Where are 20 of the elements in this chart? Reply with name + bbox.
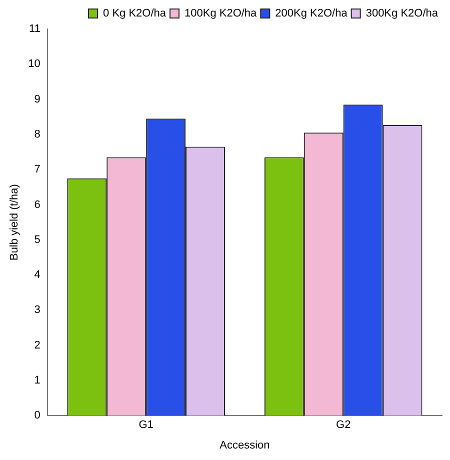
y-tick-label: 9 bbox=[34, 93, 40, 106]
y-tick-label: 3 bbox=[34, 304, 40, 316]
y-tick-label: 0 bbox=[34, 410, 40, 422]
y-tick-label: 11 bbox=[29, 23, 40, 36]
y-tick-label: 7 bbox=[34, 164, 40, 176]
y-tick-label: 8 bbox=[34, 128, 40, 140]
x-tick-label: G2 bbox=[336, 419, 351, 432]
y-tick-label: 4 bbox=[34, 269, 40, 282]
y-tick-label: 2 bbox=[34, 339, 40, 352]
x-axis-title: Accession bbox=[220, 439, 270, 452]
y-tick-label: 6 bbox=[34, 198, 40, 211]
y-axis-title: Bulb yield (t/ha) bbox=[8, 184, 21, 261]
y-tick-label: 10 bbox=[28, 58, 40, 70]
x-tick-label: G1 bbox=[138, 419, 154, 432]
legend-label: 300Kg K2O/ha bbox=[366, 8, 439, 20]
legend-label: 200Kg K2O/ha bbox=[275, 8, 348, 20]
y-tick-label: 5 bbox=[34, 234, 40, 246]
legend-label: 0 Kg K2O/ha bbox=[103, 8, 167, 20]
y-tick-label: 1 bbox=[34, 374, 40, 386]
legend-label: 100Kg K2O/ha bbox=[184, 8, 258, 20]
